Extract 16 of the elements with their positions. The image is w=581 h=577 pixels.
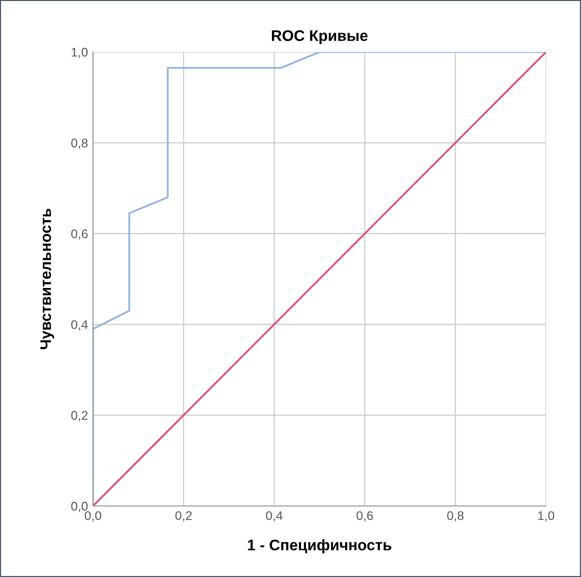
y-tick-label: 0,0 (71, 502, 88, 512)
x-tick-label: 0,8 (447, 511, 464, 522)
y-tick-label: 0,8 (71, 138, 88, 149)
y-tick-label: 0,4 (71, 320, 88, 331)
x-axis-title: 1 - Специфичность (248, 539, 392, 554)
y-tick-label: 1,0 (72, 48, 88, 58)
x-tick-label: 0,0 (84, 511, 102, 522)
line-series (93, 52, 546, 506)
y-tick-label: 0,2 (71, 411, 88, 422)
chart-title: ROC Кривые (272, 30, 368, 44)
x-tick-label: 0,6 (356, 511, 373, 522)
y-tick-label: 0,6 (71, 229, 88, 240)
x-tick-label: 1,0 (538, 511, 554, 522)
x-tick-label: 0,4 (266, 511, 283, 522)
x-tick-label: 0,2 (175, 511, 192, 522)
y-axis-title: Чувствительность (40, 208, 54, 350)
